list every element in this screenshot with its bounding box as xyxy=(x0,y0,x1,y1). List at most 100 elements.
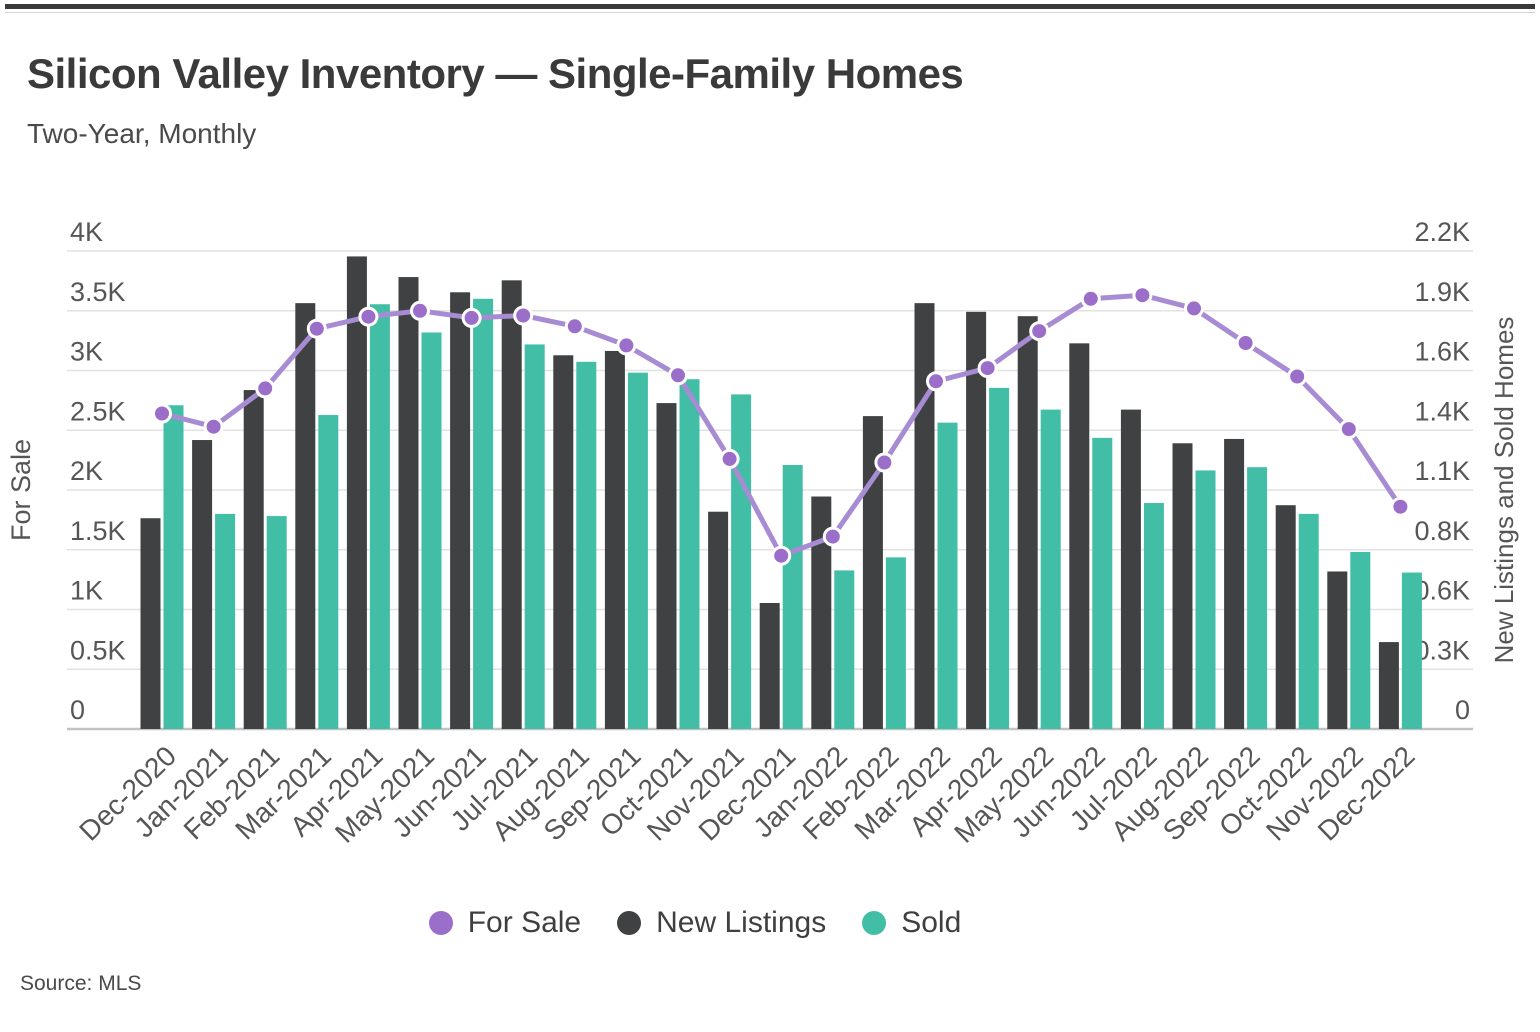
bar-new-listings xyxy=(604,350,625,729)
bar-sold xyxy=(731,394,752,729)
legend-item-sold: Sold xyxy=(862,906,961,940)
y-tick-label-right: 2.2K xyxy=(1414,217,1470,247)
bar-new-listings xyxy=(1327,571,1348,729)
for-sale-point xyxy=(874,452,895,473)
bar-sold xyxy=(1401,572,1422,729)
top-thin-rule xyxy=(5,12,1535,13)
y-tick-label-left: 1.5K xyxy=(70,516,126,546)
y-tick-label-left: 0 xyxy=(70,695,85,725)
bar-new-listings xyxy=(192,440,213,729)
bar-sold xyxy=(266,516,287,729)
bar-sold xyxy=(679,379,700,729)
y-tick-label-right: 1.1K xyxy=(1414,456,1470,486)
bar-sold xyxy=(215,513,236,729)
bar-sold xyxy=(318,415,339,729)
for-sale-point xyxy=(719,448,740,469)
bar-sold xyxy=(1092,437,1113,729)
for-sale-point xyxy=(771,545,792,566)
y-tick-label-left: 3.5K xyxy=(70,277,126,307)
y-tick-label-left: 0.5K xyxy=(70,635,126,665)
bar-new-listings xyxy=(553,355,574,729)
bar-sold xyxy=(1040,409,1061,729)
bar-sold xyxy=(885,557,906,729)
bar-new-listings xyxy=(295,303,316,729)
for-sale-point xyxy=(255,378,276,399)
for-sale-point xyxy=(668,365,688,386)
for-sale-point xyxy=(1080,288,1101,309)
for-sale-point xyxy=(306,318,327,339)
source-note: Source: MLS xyxy=(20,972,142,995)
y-tick-label-left: 2K xyxy=(70,456,103,486)
for-sale-point xyxy=(564,316,585,337)
bar-sold xyxy=(782,465,803,729)
bar-new-listings xyxy=(140,518,161,729)
y-tick-label-right: 1.6K xyxy=(1414,337,1470,367)
sold-swatch-icon xyxy=(862,911,887,935)
y-tick-label-left: 3K xyxy=(70,337,103,367)
for-sale-point xyxy=(1235,333,1256,353)
chart-canvas: 0 0 0.5K 0.3K 1K 0.6K 1.5K 0.8K 2K 1.1K 2.5K 1.4K 3K… xyxy=(6,217,1519,849)
bar-new-listings xyxy=(811,496,832,729)
for-sale-point xyxy=(977,358,998,379)
bar-new-listings xyxy=(914,303,935,729)
chart-legend: For Sale New Listings Sold xyxy=(0,906,1540,940)
legend-label: Sold xyxy=(901,906,962,939)
for-sale-point xyxy=(822,526,843,547)
y-tick-label-right: 0.6K xyxy=(1414,576,1470,606)
bar-sold xyxy=(524,344,545,729)
bar-sold xyxy=(1195,470,1216,729)
for-sale-point xyxy=(1287,366,1308,387)
for-sale-point xyxy=(926,371,946,392)
bar-new-listings xyxy=(346,256,367,729)
for-sale-point xyxy=(461,307,482,328)
y-tick-label-right: 0 xyxy=(1455,695,1470,725)
bar-sold xyxy=(1350,551,1371,729)
y-tick-label-left: 1K xyxy=(70,576,103,606)
bar-new-listings xyxy=(1172,443,1193,729)
for-sale-point xyxy=(1184,298,1204,319)
legend-item-for-sale: For Sale xyxy=(428,906,582,940)
for-sale-point xyxy=(1132,285,1153,306)
bar-new-listings xyxy=(1378,642,1399,729)
legend-label: For Sale xyxy=(467,906,582,939)
bar-sold xyxy=(834,570,855,729)
bar-sold xyxy=(473,298,494,729)
y-tick-label-left: 2.5K xyxy=(70,396,126,426)
for-sale-point xyxy=(1390,496,1411,517)
bar-new-listings xyxy=(1017,316,1038,729)
y-tick-label-right: 1.9K xyxy=(1414,277,1470,307)
y-tick-label-left: 4K xyxy=(70,217,103,247)
bar-sold xyxy=(369,304,390,729)
bar-new-listings xyxy=(1120,409,1141,729)
bar-new-listings xyxy=(759,602,780,729)
bar-new-listings xyxy=(450,292,471,729)
for-sale-point xyxy=(616,335,637,356)
for-sale-point xyxy=(152,403,172,424)
left-axis-title: For Sale xyxy=(6,439,36,541)
legend-label: New Listings xyxy=(656,906,827,939)
bar-new-listings xyxy=(1275,505,1296,729)
legend-item-new-listings: New Listings xyxy=(617,906,826,940)
bar-new-listings xyxy=(1069,343,1090,729)
for-sale-point xyxy=(1029,321,1050,342)
bar-new-listings xyxy=(656,403,677,729)
bar-new-listings xyxy=(1224,438,1245,729)
for-sale-point xyxy=(203,416,224,437)
bar-sold xyxy=(421,332,442,729)
bar-new-listings xyxy=(966,311,987,729)
page-title: Silicon Valley Inventory — Single-Family… xyxy=(27,50,964,97)
bar-sold xyxy=(989,387,1010,729)
for-sale-point xyxy=(513,305,534,326)
bar-new-listings xyxy=(243,390,264,729)
y-tick-label-right: 0.8K xyxy=(1414,516,1470,546)
for-sale-point xyxy=(358,306,379,327)
bar-new-listings xyxy=(398,277,419,729)
bar-sold xyxy=(1143,503,1164,729)
bar-sold xyxy=(627,372,648,729)
new-listings-swatch-icon xyxy=(617,911,642,935)
for-sale-point xyxy=(1338,419,1359,440)
for-sale-point xyxy=(410,300,430,321)
right-axis-title: New Listings and Sold Homes xyxy=(1489,317,1519,664)
bar-sold xyxy=(1247,467,1268,729)
